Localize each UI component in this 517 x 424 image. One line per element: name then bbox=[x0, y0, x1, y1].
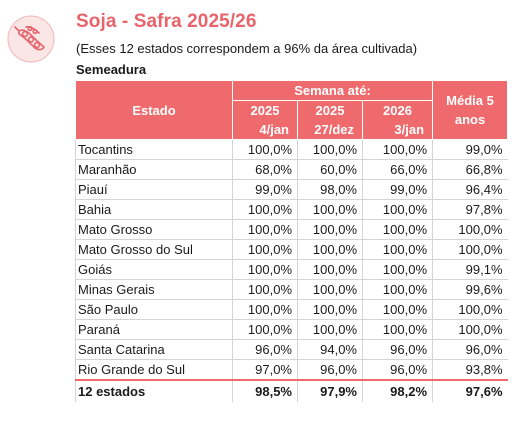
percent-cell: 97,0% bbox=[232, 359, 298, 381]
table-row: Mato Grosso do Sul 100,0% 100,0% 100,0% 100,… bbox=[75, 239, 508, 260]
percent-cell: 100,0% bbox=[432, 239, 508, 260]
year-header: 2026 bbox=[361, 100, 434, 120]
percent-cell: 100,0% bbox=[361, 219, 433, 240]
percent-cell: 100,0% bbox=[297, 139, 363, 160]
percent-cell: 96,0% bbox=[297, 359, 363, 381]
date-header: 4/jan bbox=[232, 120, 298, 140]
total-label: 12 estados bbox=[75, 379, 233, 402]
percent-cell: 100,0% bbox=[232, 199, 298, 220]
percent-cell: 94,0% bbox=[297, 339, 363, 360]
year-header: 2025 bbox=[232, 100, 298, 120]
year-header: 2025 bbox=[297, 100, 363, 120]
state-cell: Bahia bbox=[75, 199, 233, 220]
percent-cell: 97,8% bbox=[432, 199, 508, 220]
percent-cell: 98,0% bbox=[297, 179, 363, 200]
percent-cell: 100,0% bbox=[297, 279, 363, 300]
table-body: Tocantins 100,0% 100,0% 100,0% 99,0% Maranhão… bbox=[75, 139, 508, 402]
percent-cell: 100,0% bbox=[361, 139, 433, 160]
table-row: Santa Catarina 96,0% 94,0% 96,0% 96,0% bbox=[75, 339, 508, 360]
total-percent-cell: 97,6% bbox=[432, 379, 508, 402]
section-label: Semeadura bbox=[76, 62, 147, 77]
soybean-pod-icon bbox=[7, 15, 55, 63]
table-row: Paraná 100,0% 100,0% 100,0% 100,0% bbox=[75, 319, 508, 340]
planting-progress-table: Estado Semana até: Média 5 anos 2025 202… bbox=[75, 80, 509, 402]
percent-cell: 99,0% bbox=[432, 139, 508, 160]
column-header-media: Média 5 anos bbox=[432, 80, 509, 140]
table-row: Piauí 99,0% 98,0% 99,0% 96,4% bbox=[75, 179, 508, 200]
percent-cell: 100,0% bbox=[232, 219, 298, 240]
percent-cell: 100,0% bbox=[432, 319, 508, 340]
state-cell: Minas Gerais bbox=[75, 279, 233, 300]
percent-cell: 99,6% bbox=[432, 279, 508, 300]
percent-cell: 93,8% bbox=[432, 359, 508, 381]
percent-cell: 60,0% bbox=[297, 159, 363, 180]
percent-cell: 100,0% bbox=[361, 279, 433, 300]
percent-cell: 66,0% bbox=[361, 159, 433, 180]
percent-cell: 100,0% bbox=[361, 299, 433, 320]
percent-cell: 100,0% bbox=[297, 259, 363, 280]
percent-cell: 96,0% bbox=[361, 359, 433, 381]
percent-cell: 100,0% bbox=[361, 319, 433, 340]
percent-cell: 68,0% bbox=[232, 159, 298, 180]
column-group-header: Semana até: bbox=[231, 80, 434, 101]
percent-cell: 100,0% bbox=[361, 259, 433, 280]
column-header-media-text: Média 5 anos bbox=[446, 93, 494, 127]
percent-cell: 99,0% bbox=[361, 179, 433, 200]
state-cell: Tocantins bbox=[75, 139, 233, 160]
percent-cell: 99,0% bbox=[232, 179, 298, 200]
percent-cell: 100,0% bbox=[232, 319, 298, 340]
percent-cell: 100,0% bbox=[232, 299, 298, 320]
percent-cell: 66,8% bbox=[432, 159, 508, 180]
state-cell: Goiás bbox=[75, 259, 233, 280]
total-row: 12 estados 98,5% 97,9% 98,2% 97,6% bbox=[75, 379, 508, 402]
table-row: Goiás 100,0% 100,0% 100,0% 99,1% bbox=[75, 259, 508, 280]
percent-cell: 100,0% bbox=[297, 199, 363, 220]
state-cell: Maranhão bbox=[75, 159, 233, 180]
table-row: Mato Grosso 100,0% 100,0% 100,0% 100,0% bbox=[75, 219, 508, 240]
table-row: Maranhão 68,0% 60,0% 66,0% 66,8% bbox=[75, 159, 508, 180]
date-header: 3/jan bbox=[361, 120, 434, 140]
percent-cell: 100,0% bbox=[232, 139, 298, 160]
table-row: Minas Gerais 100,0% 100,0% 100,0% 99,6% bbox=[75, 279, 508, 300]
state-cell: Mato Grosso do Sul bbox=[75, 239, 233, 260]
percent-cell: 96,0% bbox=[432, 339, 508, 360]
state-cell: Paraná bbox=[75, 319, 233, 340]
percent-cell: 100,0% bbox=[232, 279, 298, 300]
page-title: Soja - Safra 2025/26 bbox=[76, 11, 257, 32]
percent-cell: 100,0% bbox=[297, 299, 363, 320]
percent-cell: 96,0% bbox=[361, 339, 433, 360]
state-cell: Mato Grosso bbox=[75, 219, 233, 240]
table-row: Bahia 100,0% 100,0% 100,0% 97,8% bbox=[75, 199, 508, 220]
percent-cell: 96,4% bbox=[432, 179, 508, 200]
table-row: Tocantins 100,0% 100,0% 100,0% 99,0% bbox=[75, 139, 508, 160]
state-cell: Santa Catarina bbox=[75, 339, 233, 360]
percent-cell: 100,0% bbox=[361, 199, 433, 220]
state-cell: Piauí bbox=[75, 179, 233, 200]
table-row: São Paulo 100,0% 100,0% 100,0% 100,0% bbox=[75, 299, 508, 320]
percent-cell: 100,0% bbox=[361, 239, 433, 260]
percent-cell: 100,0% bbox=[432, 299, 508, 320]
date-header: 27/dez bbox=[297, 120, 363, 140]
state-cell: São Paulo bbox=[75, 299, 233, 320]
table-row: Rio Grande do Sul 97,0% 96,0% 96,0% 93,8% bbox=[75, 359, 508, 381]
percent-cell: 100,0% bbox=[232, 259, 298, 280]
percent-cell: 96,0% bbox=[232, 339, 298, 360]
percent-cell: 100,0% bbox=[297, 319, 363, 340]
total-percent-cell: 97,9% bbox=[297, 379, 363, 402]
percent-cell: 100,0% bbox=[297, 239, 363, 260]
total-percent-cell: 98,5% bbox=[232, 379, 298, 402]
percent-cell: 100,0% bbox=[432, 219, 508, 240]
total-percent-cell: 98,2% bbox=[361, 379, 433, 402]
percent-cell: 100,0% bbox=[297, 219, 363, 240]
state-cell: Rio Grande do Sul bbox=[75, 359, 233, 381]
percent-cell: 100,0% bbox=[232, 239, 298, 260]
percent-cell: 99,1% bbox=[432, 259, 508, 280]
column-header-estado: Estado bbox=[75, 80, 233, 140]
coverage-note: (Esses 12 estados correspondem a 96% da … bbox=[76, 41, 418, 56]
